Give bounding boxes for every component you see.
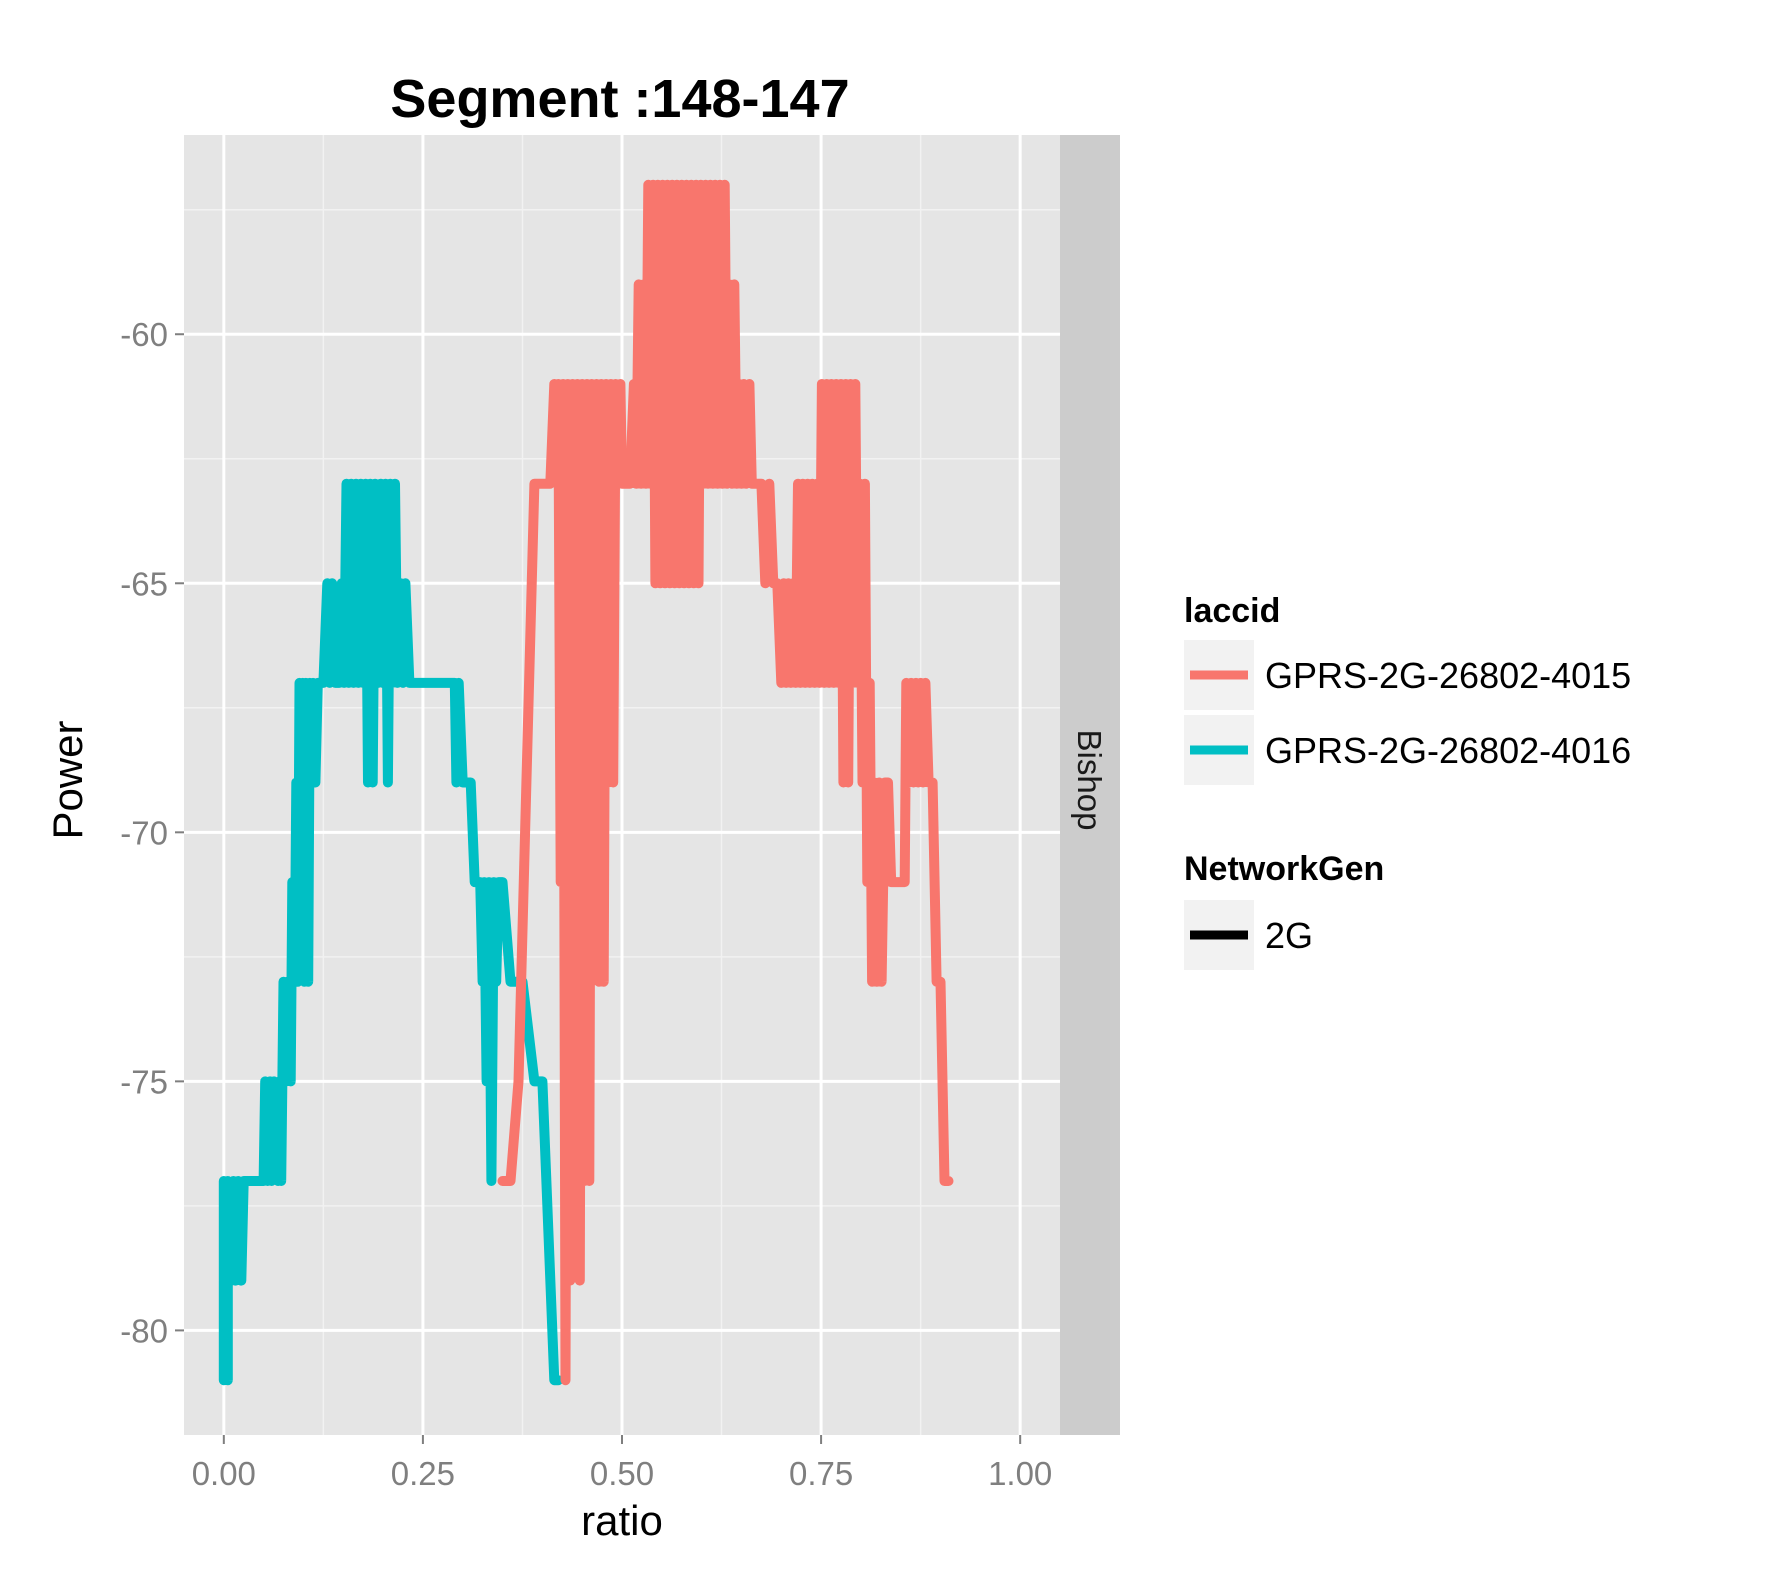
- facet-label: Bishop: [1071, 730, 1108, 831]
- legend-label-4015: GPRS-2G-26802-4015: [1265, 655, 1631, 696]
- y-axis-title: Power: [44, 720, 91, 839]
- y-axis: -80 -75 -70 -65 -60: [120, 316, 184, 1349]
- legend-title-laccid: laccid: [1184, 592, 1280, 630]
- x-tick-label: 0.50: [590, 1455, 654, 1492]
- legend-title-networkgen: NetworkGen: [1184, 850, 1384, 888]
- legend-label-2g: 2G: [1265, 915, 1313, 956]
- x-axis-title: ratio: [581, 1497, 663, 1544]
- legend-label-4016: GPRS-2G-26802-4016: [1265, 730, 1631, 771]
- legend: laccid GPRS-2G-26802-4015 GPRS-2G-26802-…: [1184, 592, 1631, 970]
- y-tick-label: -60: [120, 316, 168, 353]
- series-line-gprs-2g-26802-4016: [218, 478, 564, 1386]
- x-tick-label: 0.00: [192, 1455, 256, 1492]
- x-tick-label: 0.25: [391, 1455, 455, 1492]
- y-tick-label: -80: [120, 1312, 168, 1349]
- y-tick-label: -65: [120, 565, 168, 602]
- x-axis: 0.00 0.25 0.50 0.75 1.00: [192, 1435, 1052, 1492]
- series-line-gprs-2g-26802-4015: [497, 179, 954, 1386]
- y-tick-label: -75: [120, 1063, 168, 1100]
- series-layer: [218, 179, 954, 1386]
- x-tick-label: 1.00: [988, 1455, 1052, 1492]
- x-tick-label: 0.75: [789, 1455, 853, 1492]
- y-tick-label: -70: [120, 814, 168, 851]
- chart-title: Segment :148-147: [390, 69, 849, 129]
- facet-strip: [1060, 135, 1120, 1435]
